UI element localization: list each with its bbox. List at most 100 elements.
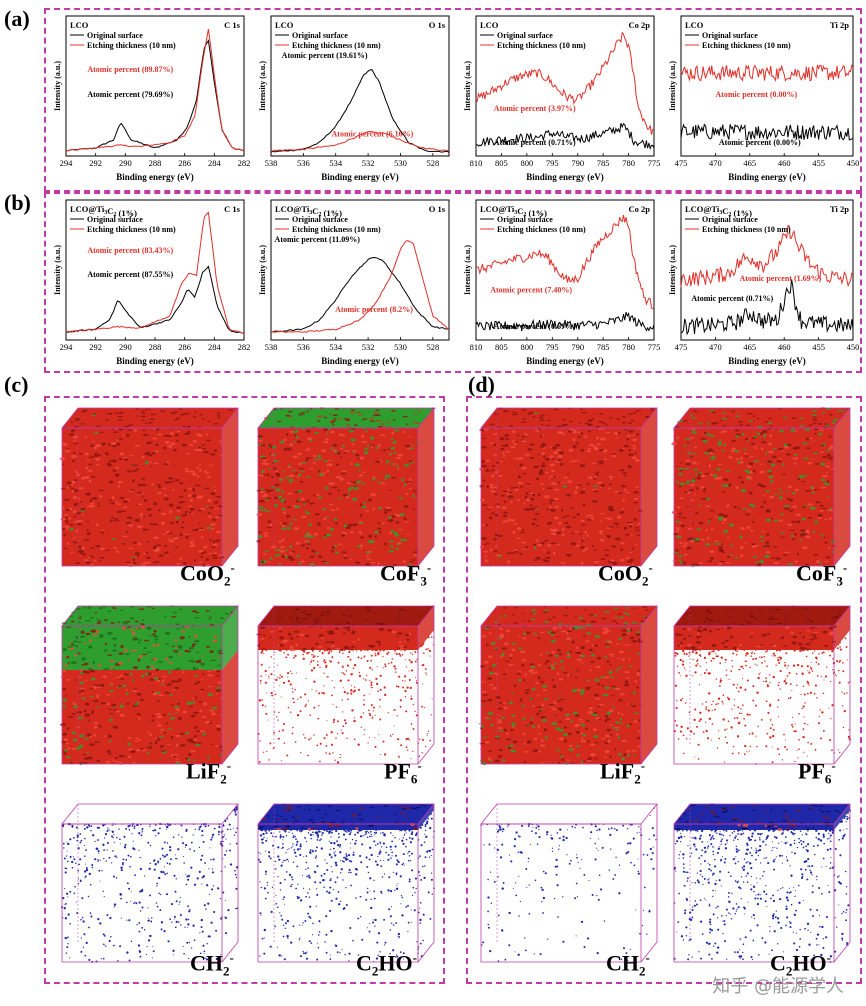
ion-point — [366, 660, 369, 662]
cube-texture-dot — [199, 730, 205, 733]
ion-point — [69, 838, 72, 841]
cube-texture-dot — [502, 451, 505, 454]
cube-texture-dot — [599, 520, 602, 523]
cube-texture-dot — [538, 472, 545, 475]
ion-point — [141, 906, 144, 909]
cube-texture-dot — [318, 458, 323, 460]
ion-point — [223, 834, 225, 836]
ion-point — [280, 675, 283, 678]
cube-texture-dot — [385, 506, 392, 510]
ion-point — [299, 924, 301, 926]
cube-texture-dot — [606, 660, 610, 663]
cube-texture-dot — [318, 634, 324, 637]
ion-point — [266, 692, 268, 694]
cube-texture-dot — [208, 685, 212, 688]
cube-texture-dot — [805, 447, 811, 449]
cube-texture-dot — [375, 622, 380, 625]
ion-point — [262, 832, 265, 836]
cube-texture-dot — [783, 416, 788, 419]
cube-texture-dot — [279, 477, 282, 479]
cube-texture-dot — [542, 503, 545, 505]
ion-point — [309, 833, 313, 836]
cube-texture-dot — [778, 458, 783, 461]
cube-texture-dot — [501, 702, 508, 704]
ion-point — [391, 956, 393, 958]
cube-texture-dot — [176, 506, 182, 510]
cube-texture-dot — [753, 544, 759, 547]
cube-texture-dot — [172, 611, 177, 614]
cube-top-edge — [257, 407, 435, 429]
ion-point — [281, 918, 284, 921]
cube-texture-dot — [326, 610, 331, 613]
cube-texture-dot — [111, 459, 117, 463]
cube-texture-dot — [192, 472, 197, 476]
cube-texture-dot — [164, 481, 170, 484]
ion-point — [279, 912, 281, 914]
cube-texture-dot — [510, 501, 513, 504]
cube-texture-dot — [125, 653, 130, 655]
ion-point — [283, 958, 286, 961]
ion-point — [351, 684, 353, 687]
ion-point — [91, 866, 94, 869]
cube-texture-dot — [520, 485, 523, 488]
ion-point — [137, 944, 141, 947]
cube-texture-dot — [216, 412, 221, 414]
cube-texture-dot — [494, 760, 500, 763]
cube-texture-dot — [313, 532, 318, 536]
cube-texture-dot — [679, 485, 682, 488]
cube-texture-dot — [713, 474, 718, 478]
cube-texture-dot — [625, 491, 630, 494]
cube-texture-dot — [699, 471, 703, 474]
cube-texture-dot — [178, 648, 182, 650]
ion-point — [342, 711, 344, 713]
ion-point — [312, 654, 314, 656]
cube-texture-dot — [99, 683, 105, 687]
cube-texture-dot — [73, 703, 77, 706]
ion-point — [99, 859, 101, 861]
ion-point — [410, 661, 413, 664]
cube-texture-dot — [265, 494, 268, 497]
cube-texture-dot — [820, 444, 825, 447]
atomic-percent-label: Atomic percent (89.87%) — [87, 65, 173, 74]
ion-point — [331, 694, 333, 697]
cube-texture-dot — [200, 444, 206, 446]
ion-point — [389, 915, 392, 918]
cube-texture-dot — [334, 517, 337, 521]
ion-point — [365, 832, 367, 835]
cube-texture-dot — [297, 499, 300, 502]
cube-texture-dot — [779, 429, 784, 433]
ion-point — [102, 824, 105, 827]
ion-point — [427, 648, 429, 650]
cube-texture-dot — [123, 673, 130, 676]
cube-texture-dot — [824, 423, 829, 425]
ion-point — [316, 660, 319, 663]
cube-texture-dot — [212, 518, 216, 521]
ion-point — [225, 916, 228, 920]
cube-texture-dot — [527, 492, 533, 494]
ion-point — [355, 839, 357, 842]
cube-texture-dot — [127, 424, 133, 426]
cube-texture-dot — [71, 489, 75, 493]
cube-texture-dot — [310, 563, 313, 566]
cube-texture-dot — [279, 636, 284, 640]
cube-texture-dot — [771, 517, 773, 520]
cube-texture-dot — [219, 454, 223, 457]
cube-texture-dot — [162, 533, 166, 536]
ion-point — [185, 873, 187, 876]
ion-point — [360, 828, 363, 832]
cube-texture-dot — [527, 448, 533, 451]
cube-texture-dot — [221, 617, 224, 619]
ion-point — [178, 903, 180, 905]
ion-point — [306, 951, 308, 953]
ion-point — [345, 904, 348, 906]
cube-texture-dot — [537, 543, 543, 547]
cube-texture-dot — [322, 508, 327, 511]
ion-point — [323, 737, 326, 740]
ion-point — [210, 858, 212, 861]
cube-texture-dot — [615, 729, 620, 731]
cube-texture-dot — [309, 606, 313, 608]
cube-texture-dot — [824, 465, 829, 467]
cube-texture-dot — [72, 541, 78, 544]
ion-point — [258, 852, 260, 854]
ion-point — [114, 855, 117, 858]
